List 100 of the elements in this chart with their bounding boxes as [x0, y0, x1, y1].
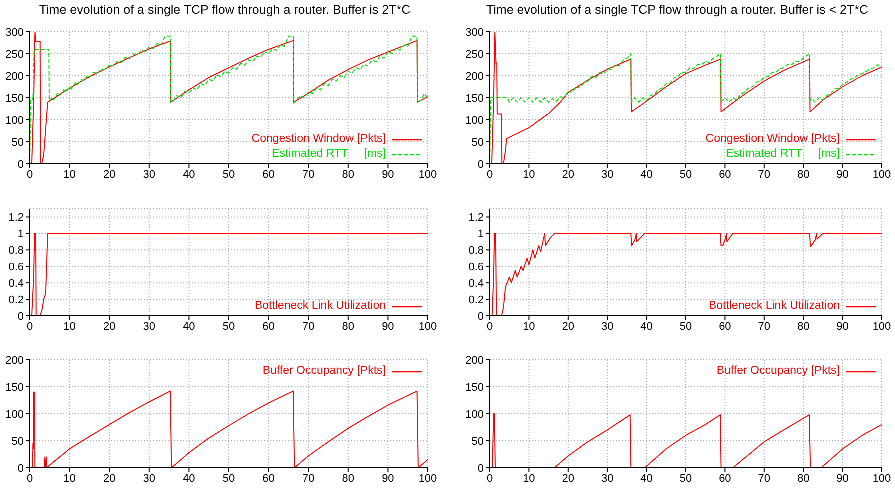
x-tick-label: 90	[836, 320, 849, 333]
y-tick-label: 0	[18, 310, 24, 323]
x-tick-label: 50	[680, 320, 692, 333]
y-tick-label: 0.8	[468, 245, 484, 258]
y-tick-label: 0.6	[468, 262, 484, 274]
y-tick-label: 100	[466, 408, 484, 421]
legend-label: Estimated RTT [ms]	[272, 147, 386, 162]
x-tick-label: 70	[302, 472, 315, 485]
x-tick-label: 0	[486, 320, 494, 333]
x-tick-label: 30	[601, 320, 614, 333]
x-tick-label: 40	[183, 472, 196, 485]
x-tick-label: 80	[342, 472, 355, 485]
y-tick-label: 0.2	[468, 294, 484, 306]
x-tick-label: 60	[719, 168, 732, 181]
x-tick-label: 60	[262, 320, 275, 333]
x-tick-label: 90	[836, 472, 849, 485]
legend-label: Bottleneck Link Utilization	[708, 299, 840, 314]
x-tick-label: 30	[601, 472, 614, 485]
x-tick-label: 70	[302, 168, 315, 181]
legend-label: Buffer Occupancy [Pkts]	[716, 364, 840, 379]
y-tick-label: 0.2	[8, 294, 24, 306]
x-tick-label: 50	[222, 320, 236, 333]
x-tick-label: 70	[758, 472, 771, 485]
legend-label: Bottleneck Link Utilization	[254, 299, 386, 314]
y-tick-label: 0.8	[8, 245, 24, 258]
x-tick-label: 100	[418, 320, 438, 333]
y-tick-label: 150	[466, 92, 484, 105]
y-tick-label: 200	[6, 70, 24, 83]
x-tick-label: 20	[562, 472, 575, 485]
chart-title: Time evolution of a single TCP flow through a router. Buffer is 2T*C	[38, 3, 412, 17]
x-tick-label: 50	[680, 472, 692, 485]
x-tick-label: 10	[64, 472, 76, 485]
x-tick-label: 50	[680, 168, 692, 181]
y-tick-label: 100	[6, 114, 24, 127]
x-tick-label: 0	[26, 168, 34, 181]
x-tick-label: 40	[183, 320, 196, 333]
y-tick-label: 0	[18, 158, 24, 171]
x-tick-label: 30	[601, 168, 614, 181]
x-tick-label: 40	[640, 472, 653, 485]
x-tick-label: 100	[872, 168, 892, 181]
x-tick-label: 100	[872, 472, 892, 485]
x-tick-label: 60	[262, 168, 275, 181]
x-tick-label: 90	[382, 168, 394, 181]
x-tick-label: 80	[342, 168, 355, 181]
y-tick-label: 200	[6, 354, 24, 367]
y-tick-label: 100	[6, 408, 24, 421]
x-tick-label: 40	[640, 168, 653, 181]
x-tick-label: 20	[103, 320, 116, 333]
x-tick-label: 40	[640, 320, 653, 333]
y-tick-label: 150	[6, 92, 24, 105]
x-tick-label: 90	[382, 320, 394, 333]
x-tick-label: 50	[222, 168, 236, 181]
x-tick-label: 90	[382, 472, 394, 485]
y-tick-label: 0.6	[8, 262, 24, 274]
legend-label: Congestion Window [Pkts]	[706, 132, 840, 147]
y-tick-label: 0.4	[8, 278, 24, 290]
chart-title: Time evolution of a single TCP flow through a router. Buffer is < 2T*C	[485, 3, 870, 17]
y-tick-label: 0	[478, 310, 484, 323]
y-tick-label: 200	[466, 354, 484, 367]
x-tick-label: 100	[418, 168, 438, 181]
x-tick-label: 70	[302, 320, 315, 333]
x-tick-label: 30	[143, 320, 156, 333]
y-tick-label: 200	[466, 70, 484, 83]
y-tick-label: 250	[6, 48, 24, 61]
y-tick-label: 1	[478, 228, 484, 241]
x-tick-label: 100	[872, 320, 892, 333]
x-tick-label: 40	[183, 168, 196, 181]
x-tick-label: 30	[143, 472, 156, 485]
x-tick-label: 20	[103, 472, 116, 485]
y-tick-label: 50	[472, 136, 484, 149]
y-tick-label: 300	[466, 26, 484, 39]
y-tick-label: 250	[466, 48, 484, 61]
y-tick-label: 150	[6, 382, 24, 394]
y-tick-label: 1.2	[8, 212, 24, 224]
x-tick-label: 60	[719, 472, 732, 485]
x-tick-label: 10	[523, 320, 536, 333]
y-tick-label: 100	[466, 114, 484, 127]
x-tick-label: 10	[523, 168, 536, 181]
x-tick-label: 50	[222, 472, 236, 485]
legend-label: Buffer Occupancy [Pkts]	[262, 364, 386, 379]
y-tick-label: 50	[12, 436, 24, 448]
x-tick-label: 100	[418, 472, 438, 485]
x-tick-label: 80	[797, 320, 810, 333]
y-tick-label: 300	[6, 26, 24, 39]
y-tick-label: 0	[18, 462, 24, 475]
x-tick-label: 70	[758, 168, 771, 181]
x-tick-label: 20	[562, 320, 575, 333]
x-tick-label: 80	[342, 320, 355, 333]
x-tick-label: 20	[103, 168, 116, 181]
x-tick-label: 0	[26, 320, 34, 333]
legend-label: Congestion Window [Pkts]	[252, 132, 386, 147]
x-tick-label: 90	[836, 168, 849, 181]
legend-label: Estimated RTT [ms]	[726, 147, 840, 162]
x-tick-label: 0	[26, 472, 34, 485]
x-tick-label: 10	[523, 472, 536, 485]
x-tick-label: 70	[758, 320, 771, 333]
x-tick-label: 10	[64, 168, 76, 181]
x-tick-label: 80	[797, 472, 810, 485]
y-tick-label: 50	[12, 136, 24, 149]
y-tick-label: 0.4	[468, 278, 484, 290]
